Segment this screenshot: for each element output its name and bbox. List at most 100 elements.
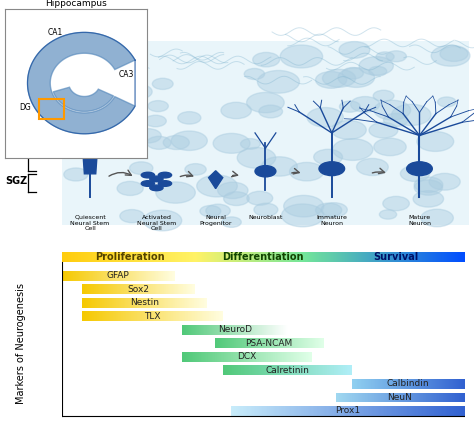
Bar — [112, 298, 113, 308]
Bar — [173, 271, 174, 281]
Bar — [237, 406, 238, 416]
Bar — [400, 379, 401, 389]
Bar — [416, 379, 417, 389]
Bar — [383, 406, 384, 416]
Bar — [419, 379, 420, 389]
Bar — [138, 284, 139, 294]
Bar — [148, 284, 149, 294]
Bar — [226, 352, 227, 362]
Bar — [448, 392, 449, 402]
Bar — [283, 252, 284, 262]
Bar — [440, 252, 442, 262]
Bar — [295, 252, 297, 262]
Bar — [136, 311, 137, 321]
Bar — [166, 311, 167, 321]
Bar — [126, 298, 127, 308]
Bar — [356, 392, 357, 402]
Bar — [199, 325, 200, 335]
Bar — [97, 298, 99, 308]
Bar — [416, 252, 418, 262]
Bar — [221, 311, 222, 321]
Circle shape — [369, 66, 387, 76]
Circle shape — [206, 204, 230, 217]
Bar — [118, 271, 119, 281]
Bar — [238, 325, 239, 335]
Bar — [284, 352, 285, 362]
Bar — [121, 284, 122, 294]
Bar — [113, 311, 114, 321]
Bar — [249, 352, 250, 362]
Bar — [192, 298, 193, 308]
Bar — [439, 379, 440, 389]
Bar — [347, 366, 348, 375]
Bar — [66, 271, 67, 281]
Bar — [366, 252, 367, 262]
Bar — [278, 325, 279, 335]
Bar — [93, 284, 94, 294]
Bar — [233, 338, 234, 348]
Bar — [285, 252, 287, 262]
Bar — [245, 338, 246, 348]
Bar — [339, 392, 340, 402]
Bar — [97, 271, 98, 281]
Bar — [259, 406, 260, 416]
Bar — [273, 406, 274, 416]
Bar — [405, 392, 406, 402]
Bar — [447, 379, 448, 389]
Bar — [207, 325, 208, 335]
Bar — [263, 325, 264, 335]
Bar — [147, 252, 149, 262]
Bar — [428, 392, 429, 402]
Bar — [414, 379, 415, 389]
Bar — [309, 338, 310, 348]
Bar — [231, 338, 232, 348]
Bar — [264, 338, 265, 348]
Bar — [201, 252, 203, 262]
Bar — [431, 252, 433, 262]
Bar — [347, 406, 349, 416]
Bar — [136, 284, 137, 294]
Bar — [99, 271, 100, 281]
Bar — [146, 271, 147, 281]
Bar — [271, 338, 272, 348]
Bar — [218, 252, 219, 262]
Bar — [399, 379, 400, 389]
Bar — [158, 284, 159, 294]
Bar — [413, 379, 414, 389]
Bar — [443, 379, 444, 389]
Bar — [92, 298, 93, 308]
Bar — [146, 284, 147, 294]
Bar — [315, 366, 316, 375]
Bar — [130, 252, 131, 262]
Bar — [455, 379, 456, 389]
Bar — [456, 406, 458, 416]
Bar — [205, 298, 207, 308]
Circle shape — [156, 182, 195, 203]
Circle shape — [431, 45, 470, 66]
Bar — [327, 406, 328, 416]
Bar — [403, 392, 404, 402]
Bar — [136, 271, 137, 281]
Bar — [153, 271, 154, 281]
Bar — [152, 311, 153, 321]
Bar — [216, 352, 217, 362]
Bar — [460, 252, 462, 262]
Bar — [238, 325, 239, 335]
Bar — [195, 298, 196, 308]
Bar — [134, 252, 136, 262]
Circle shape — [224, 192, 249, 205]
Bar — [301, 252, 303, 262]
Bar — [172, 271, 173, 281]
Bar — [235, 325, 236, 335]
Bar — [418, 379, 419, 389]
Bar — [80, 271, 81, 281]
Bar — [394, 252, 395, 262]
Bar — [218, 352, 219, 362]
Bar — [442, 392, 443, 402]
Circle shape — [255, 166, 276, 177]
Bar — [263, 352, 264, 362]
Bar — [310, 366, 311, 375]
Bar — [265, 338, 266, 348]
Bar — [213, 252, 214, 262]
Bar — [186, 352, 187, 362]
